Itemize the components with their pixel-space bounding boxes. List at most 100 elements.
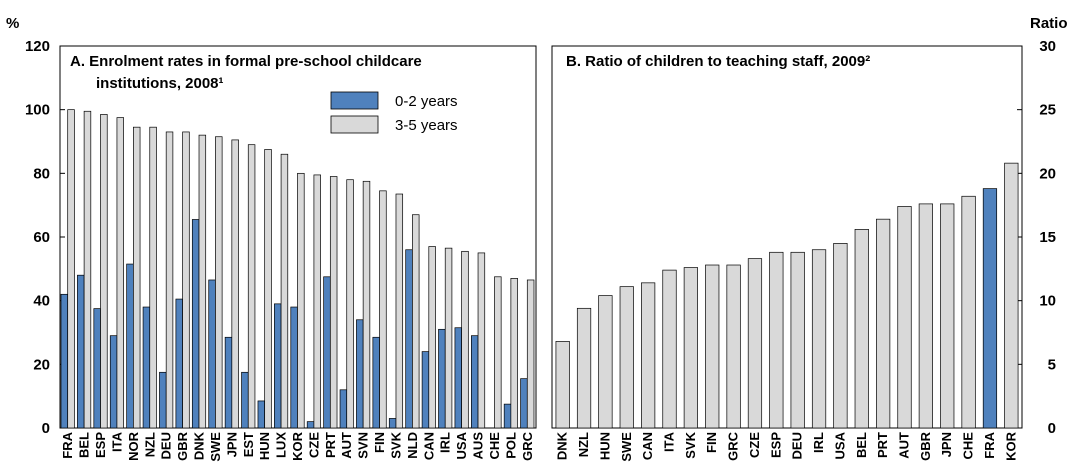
bar-3-5-years-svk xyxy=(395,193,404,429)
bar-3-5-years-nld xyxy=(412,214,420,429)
right-unit-label: Ratio xyxy=(1030,15,1068,32)
bar-ratio-esp xyxy=(769,251,784,429)
bar-0-2-years-usa xyxy=(454,327,462,429)
legend-label-0-2-years: 0-2 years xyxy=(395,93,458,110)
panel-b-ytick-label: 15 xyxy=(1039,229,1056,246)
bar-ratio-irl xyxy=(811,249,827,429)
bar-3-5-years-swe xyxy=(215,136,223,429)
panel-b-category-label: SWE xyxy=(619,432,634,462)
panel-a-category-label: EST xyxy=(241,432,256,457)
panel-a-title: institutions, 2008¹ xyxy=(96,75,224,92)
bar-0-2-years-esp xyxy=(93,308,101,429)
bar-0-2-years-prt xyxy=(323,276,331,429)
panel-a-category-label: GRC xyxy=(520,431,535,461)
bar-ratio-fra xyxy=(982,188,998,429)
panel-a-ytick-label: 80 xyxy=(33,165,50,182)
panel-b-category-label: FIN xyxy=(704,432,719,453)
bar-ratio-ita xyxy=(662,269,677,429)
bar-0-2-years-irl xyxy=(438,328,446,429)
panel-a-category-label: USA xyxy=(454,431,469,459)
bar-0-2-years-aut xyxy=(339,389,348,429)
bar-0-2-years-est xyxy=(241,371,249,429)
panel-a-enrolment-rates: 0 20 40 60 80 100 120 FRA BEL ESP ITA NOR NZL DEU GBR D… xyxy=(25,38,537,462)
bar-0-2-years-gbr xyxy=(175,298,183,429)
panel-b-ytick-label: 25 xyxy=(1039,102,1056,119)
bar-0-2-years-nzl xyxy=(142,306,151,429)
panel-b-category-label: SVK xyxy=(683,431,698,458)
bar-3-5-years-est xyxy=(247,144,256,429)
bar-0-2-years-nld xyxy=(405,249,413,429)
bar-0-2-years-nor xyxy=(126,263,134,429)
bar-ratio-bel xyxy=(854,229,869,429)
bar-3-5-years-bel xyxy=(83,110,92,429)
panel-b-ytick-label: 10 xyxy=(1039,293,1056,310)
panel-b-ytick-label: 30 xyxy=(1039,38,1056,55)
bar-ratio-swe xyxy=(619,286,634,429)
panel-b-category-label: GBR xyxy=(918,431,933,461)
panel-a-category-label: ITA xyxy=(109,431,124,452)
bar-3-5-years-che xyxy=(494,276,502,429)
bar-0-2-years-svk xyxy=(388,418,397,429)
bar-0-2-years-bel xyxy=(77,274,85,429)
bar-0-2-years-can xyxy=(421,351,430,429)
panel-b-category-label: FRA xyxy=(982,431,997,458)
panel-a-ytick-label: 100 xyxy=(25,102,50,119)
panel-a-category-label: DEU xyxy=(159,432,174,459)
bar-0-2-years-pol xyxy=(503,403,512,429)
panel-b-title: B. Ratio of children to teaching staff, … xyxy=(566,53,870,70)
panel-b-ytick-label: 20 xyxy=(1039,165,1056,182)
bar-ratio-gbr xyxy=(918,203,933,429)
panel-b-category-label: CHE xyxy=(961,432,976,460)
bar-3-5-years-aus xyxy=(477,252,486,429)
panel-a-ytick-label: 60 xyxy=(33,229,50,246)
bar-3-5-years-prt xyxy=(329,176,338,429)
bar-ratio-fin xyxy=(705,264,720,429)
bar-3-5-years-jpn xyxy=(231,139,239,429)
bar-0-2-years-kor xyxy=(290,306,298,429)
bar-ratio-can xyxy=(641,282,656,429)
panel-a-category-label: DNK xyxy=(192,431,207,460)
panel-a-title: A. Enrolment rates in formal pre-school … xyxy=(70,53,422,70)
panel-a-ytick-label: 0 xyxy=(42,420,50,437)
bar-0-2-years-aus xyxy=(470,335,479,429)
panel-a-category-label: NZL xyxy=(142,432,157,457)
bar-0-2-years-fra xyxy=(60,293,69,429)
bar-0-2-years-svn xyxy=(356,319,364,429)
panel-b-category-label: CZE xyxy=(747,432,762,458)
panel-a-category-label: IRL xyxy=(438,432,453,453)
panel-b-category-label: JPN xyxy=(939,432,954,457)
panel-b-category-label: HUN xyxy=(597,432,612,460)
bar-3-5-years-kor xyxy=(297,172,305,429)
bar-3-5-years-lux xyxy=(280,153,289,429)
panel-a-category-label: GBR xyxy=(175,431,190,461)
bar-0-2-years-lux xyxy=(274,303,282,429)
bar-ratio-usa xyxy=(833,243,848,429)
panel-a-category-label: HUN xyxy=(257,432,272,460)
bar-3-5-years-esp xyxy=(100,114,108,429)
bar-3-5-years-ita xyxy=(116,117,124,429)
bar-3-5-years-grc xyxy=(526,279,535,429)
panel-b-category-label: IRL xyxy=(811,432,826,453)
bar-3-5-years-deu xyxy=(165,131,174,429)
bar-ratio-nzl xyxy=(576,307,592,429)
bar-3-5-years-dnk xyxy=(198,134,207,429)
bar-0-2-years-hun xyxy=(257,400,266,429)
panel-b-category-label: ESP xyxy=(768,432,783,458)
bar-3-5-years-nzl xyxy=(149,126,157,429)
panel-b-category-label: KOR xyxy=(1003,431,1018,461)
panel-a-category-label: AUT xyxy=(339,432,354,459)
bar-3-5-years-fra xyxy=(67,109,75,429)
panel-a-ytick-label: 20 xyxy=(33,356,50,373)
legend-swatch-0-2-years xyxy=(330,91,379,110)
panel-a-ytick-label: 120 xyxy=(25,38,50,55)
bar-3-5-years-aut xyxy=(346,179,354,429)
bar-3-5-years-can xyxy=(428,246,436,429)
panel-b-category-label: DNK xyxy=(555,431,570,460)
bar-3-5-years-gbr xyxy=(182,131,190,429)
panel-b-category-label: ITA xyxy=(662,431,677,452)
bar-ratio-deu xyxy=(790,251,805,429)
panel-a-category-label: LUX xyxy=(274,432,289,458)
bar-0-2-years-ita xyxy=(109,335,118,429)
panel-b-category-label: DEU xyxy=(790,432,805,459)
